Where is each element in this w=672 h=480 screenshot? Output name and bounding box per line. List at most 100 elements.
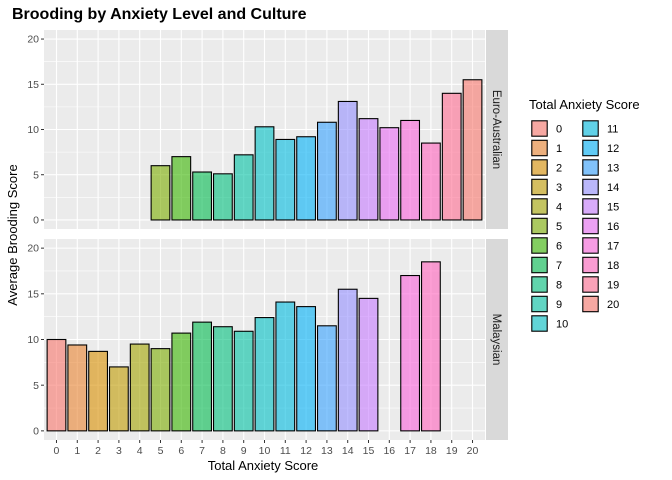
legend-label: 2 <box>556 163 562 175</box>
chart-title: Brooding by Anxiety Level and Culture <box>12 6 307 23</box>
legend-key <box>531 120 548 137</box>
bar <box>296 306 317 432</box>
bar <box>192 321 213 432</box>
legend-key <box>582 178 599 196</box>
bar <box>192 171 213 221</box>
legend-key <box>531 198 548 215</box>
x-tick-label: 17 <box>404 445 416 457</box>
x-tick-label: 3 <box>116 445 122 457</box>
facet-strip <box>486 30 508 229</box>
bar <box>358 297 379 432</box>
legend-title: Total Anxiety Score <box>529 97 640 112</box>
bar <box>46 338 67 432</box>
y-tick-label: 20 <box>27 34 39 46</box>
y-tick-label: 0 <box>33 425 39 437</box>
bar <box>67 344 88 432</box>
legend-key <box>531 315 548 332</box>
y-tick-label: 5 <box>33 380 39 392</box>
facet-panel: 0 5 10 15 20 Malaysian <box>27 239 508 440</box>
legend-key <box>582 295 599 313</box>
facet-strip-label: Malaysian <box>490 314 502 366</box>
legend: Total Anxiety Score 01234567891011121314… <box>529 97 640 332</box>
bar <box>171 332 192 432</box>
legend-label: 19 <box>607 280 619 292</box>
bar <box>212 326 233 432</box>
bar <box>254 317 275 432</box>
bar <box>212 173 233 221</box>
legend-key <box>582 198 599 215</box>
y-tick-label: 15 <box>27 79 39 91</box>
bar <box>296 136 317 221</box>
bar <box>400 274 421 432</box>
legend-key <box>582 139 599 157</box>
bar <box>337 100 358 221</box>
x-tick-label: 7 <box>199 445 205 457</box>
legend-key <box>582 120 599 137</box>
legend-label: 0 <box>556 124 562 136</box>
bar <box>316 121 337 221</box>
x-tick-label: 18 <box>425 445 437 457</box>
bar <box>254 126 275 221</box>
legend-label: 15 <box>607 202 619 214</box>
x-tick-label: 6 <box>178 445 184 457</box>
legend-label: 5 <box>556 221 562 233</box>
legend-label: 8 <box>556 280 562 292</box>
x-tick-label: 1 <box>74 445 80 457</box>
legend-label: 1 <box>556 143 562 155</box>
x-tick-label: 12 <box>300 445 312 457</box>
x-tick-label: 8 <box>220 445 226 457</box>
bar <box>233 330 254 432</box>
bar <box>171 156 192 221</box>
legend-label: 14 <box>607 182 619 194</box>
legend-label: 13 <box>607 163 619 175</box>
y-tick-label: 5 <box>33 169 39 181</box>
bar <box>233 154 254 221</box>
legend-label: 4 <box>556 202 562 214</box>
y-tick-label: 10 <box>27 124 39 136</box>
y-axis-title: Average Brooding Score <box>5 164 20 305</box>
bar <box>150 165 171 221</box>
legend-key <box>531 237 548 254</box>
legend-label: 6 <box>556 241 562 253</box>
facet-panels: 0 5 10 15 20 Euro-Australian 0 5 10 15 20 Malaysian <box>27 30 508 440</box>
legend-key <box>531 159 548 176</box>
legend-key <box>582 217 599 235</box>
x-tick-label: 15 <box>363 445 375 457</box>
bar <box>88 350 108 432</box>
legend-label: 7 <box>556 260 562 272</box>
y-tick-label: 20 <box>27 243 39 255</box>
legend-label: 12 <box>607 143 619 155</box>
legend-label: 16 <box>607 221 619 233</box>
x-tick-label: 16 <box>383 445 395 457</box>
y-tick-label: 0 <box>33 215 39 227</box>
x-tick-label: 13 <box>321 445 333 457</box>
legend-label: 17 <box>607 241 619 253</box>
x-axis-title: Total Anxiety Score <box>208 458 319 473</box>
legend-label: 10 <box>556 319 568 331</box>
legend-label: 11 <box>607 124 618 136</box>
bar <box>275 138 296 221</box>
bar <box>108 366 129 432</box>
legend-key <box>531 178 548 196</box>
legend-label: 20 <box>607 299 619 311</box>
bar <box>421 142 441 221</box>
x-tick-label: 20 <box>467 445 479 457</box>
bar <box>358 118 379 221</box>
x-tick-label: 19 <box>446 445 458 457</box>
bar <box>150 348 171 432</box>
bar <box>441 92 462 221</box>
legend-key <box>531 217 548 235</box>
legend-label: 9 <box>556 299 562 311</box>
x-axis: 0 1 2 3 4 5 6 7 8 9 10 11 12 13 14 15 16 17 18 19 20 <box>41 38 479 457</box>
facet-strip-label: Euro-Australian <box>490 90 502 169</box>
legend-key <box>531 256 548 274</box>
legend-key <box>582 256 599 274</box>
x-tick-label: 10 <box>259 445 271 457</box>
legend-key <box>531 295 548 313</box>
bar <box>275 301 296 432</box>
x-tick-label: 9 <box>241 445 247 457</box>
x-tick-label: 0 <box>54 445 60 457</box>
x-tick-label: 14 <box>342 445 354 457</box>
legend-key <box>582 159 599 176</box>
